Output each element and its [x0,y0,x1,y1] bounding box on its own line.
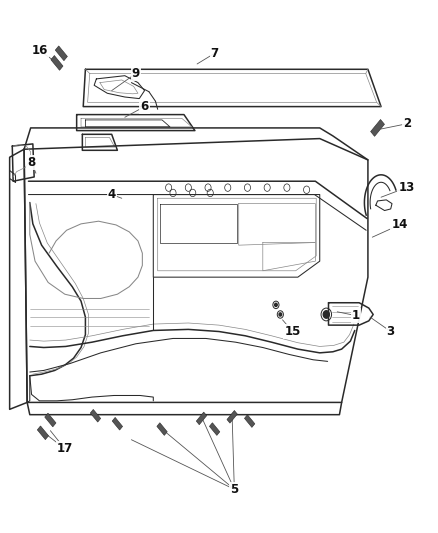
Text: 14: 14 [391,219,408,231]
Text: 7: 7 [211,47,219,60]
Text: 6: 6 [141,100,148,113]
Text: 1: 1 [352,309,360,322]
Polygon shape [55,46,67,61]
Text: 8: 8 [28,156,35,169]
Polygon shape [244,415,255,427]
Text: 5: 5 [230,483,238,496]
Polygon shape [196,412,207,425]
Circle shape [275,303,277,306]
Circle shape [323,311,329,318]
Polygon shape [371,119,385,136]
Text: 3: 3 [387,325,395,338]
Polygon shape [37,426,49,440]
Circle shape [279,313,282,316]
Text: 9: 9 [132,67,140,80]
Polygon shape [112,417,123,430]
Polygon shape [90,409,101,422]
Polygon shape [51,55,63,70]
Polygon shape [209,423,220,435]
Text: 2: 2 [403,117,411,130]
Polygon shape [45,413,56,427]
Text: 13: 13 [398,181,415,194]
Polygon shape [227,410,237,423]
Polygon shape [157,423,167,435]
Text: 17: 17 [57,442,73,455]
Text: 4: 4 [108,188,116,201]
Text: 15: 15 [284,325,301,338]
Text: 16: 16 [31,44,48,57]
